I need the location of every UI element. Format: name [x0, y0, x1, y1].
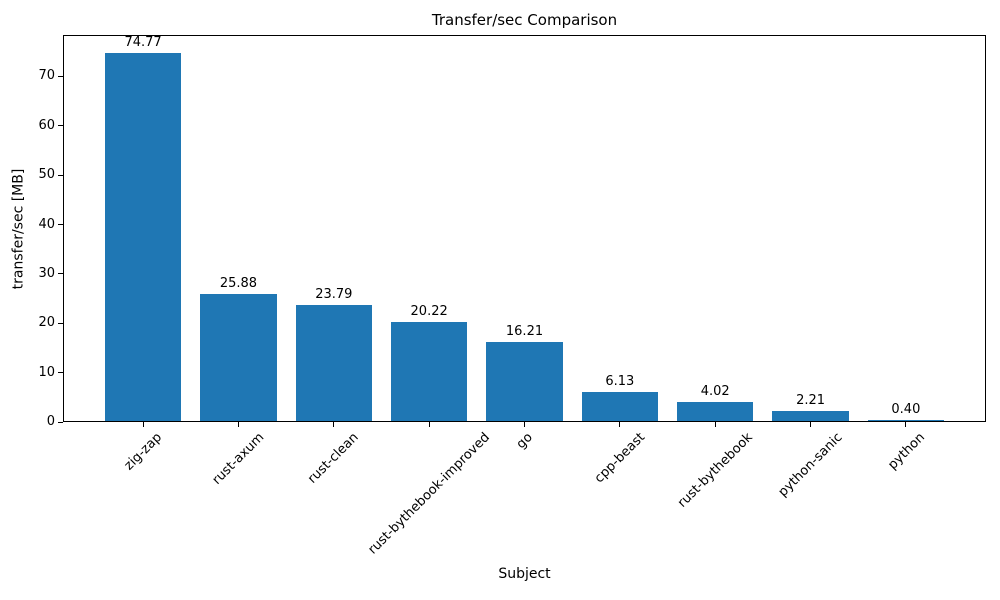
x-tick: [524, 422, 525, 427]
bar: [772, 411, 849, 421]
bar-value-label: 0.40: [891, 402, 921, 418]
x-tick-label: cpp-beast: [592, 430, 649, 487]
y-tick-label: 20: [38, 315, 55, 331]
y-tick-label: 0: [46, 414, 55, 429]
y-tick: [58, 224, 63, 226]
bar: [391, 322, 468, 421]
bar-value-label: 2.21: [796, 393, 826, 409]
bar: [295, 304, 372, 421]
y-tick: [58, 125, 63, 127]
bar: [104, 52, 182, 421]
bar: [677, 402, 754, 421]
y-tick: [58, 322, 63, 324]
x-tick: [810, 422, 812, 427]
y-tick: [58, 421, 63, 423]
bar: [581, 391, 658, 421]
bar: [867, 420, 945, 421]
y-tick-label: 50: [38, 167, 55, 183]
x-tick: [619, 422, 621, 427]
bar: [486, 341, 563, 421]
bar-value-label: 16.21: [505, 323, 544, 339]
bar-value-label: 6.13: [605, 373, 635, 389]
x-tick: [714, 422, 716, 427]
y-tick-label: 10: [38, 364, 55, 380]
x-tick: [333, 422, 335, 427]
x-tick-label: rust-clean: [305, 430, 363, 487]
x-axis-label: Subject: [498, 566, 551, 582]
y-tick-label: 70: [38, 68, 55, 84]
x-tick: [142, 422, 144, 427]
x-tick-label: zig-zap: [121, 430, 166, 474]
x-tick: [905, 422, 907, 427]
bar: [200, 294, 277, 421]
y-tick-label: 60: [38, 117, 55, 133]
y-tick-label: 30: [38, 265, 55, 281]
bar-value-label: 23.79: [315, 286, 353, 302]
x-tick-label: go: [513, 430, 536, 453]
y-tick: [58, 75, 63, 77]
y-tick: [58, 372, 63, 374]
bar-value-label: 74.77: [124, 34, 162, 50]
y-tick: [58, 273, 63, 275]
bar-value-label: 4.02: [700, 384, 730, 400]
x-tick-label: python-sanic: [775, 430, 846, 500]
y-tick: [58, 174, 63, 176]
bar-value-label: 25.88: [219, 276, 258, 292]
y-tick-label: 40: [38, 216, 55, 232]
x-tick: [428, 422, 430, 427]
x-tick-label: python: [884, 430, 928, 473]
x-tick-label: rust-bythebook: [674, 430, 756, 511]
bar-value-label: 20.22: [410, 304, 448, 320]
x-tick: [237, 422, 239, 427]
x-tick-label: rust-bythebook-improved: [365, 430, 494, 558]
x-tick-label: rust-axum: [209, 430, 268, 488]
chart-title: Transfer/sec Comparison: [431, 11, 618, 29]
